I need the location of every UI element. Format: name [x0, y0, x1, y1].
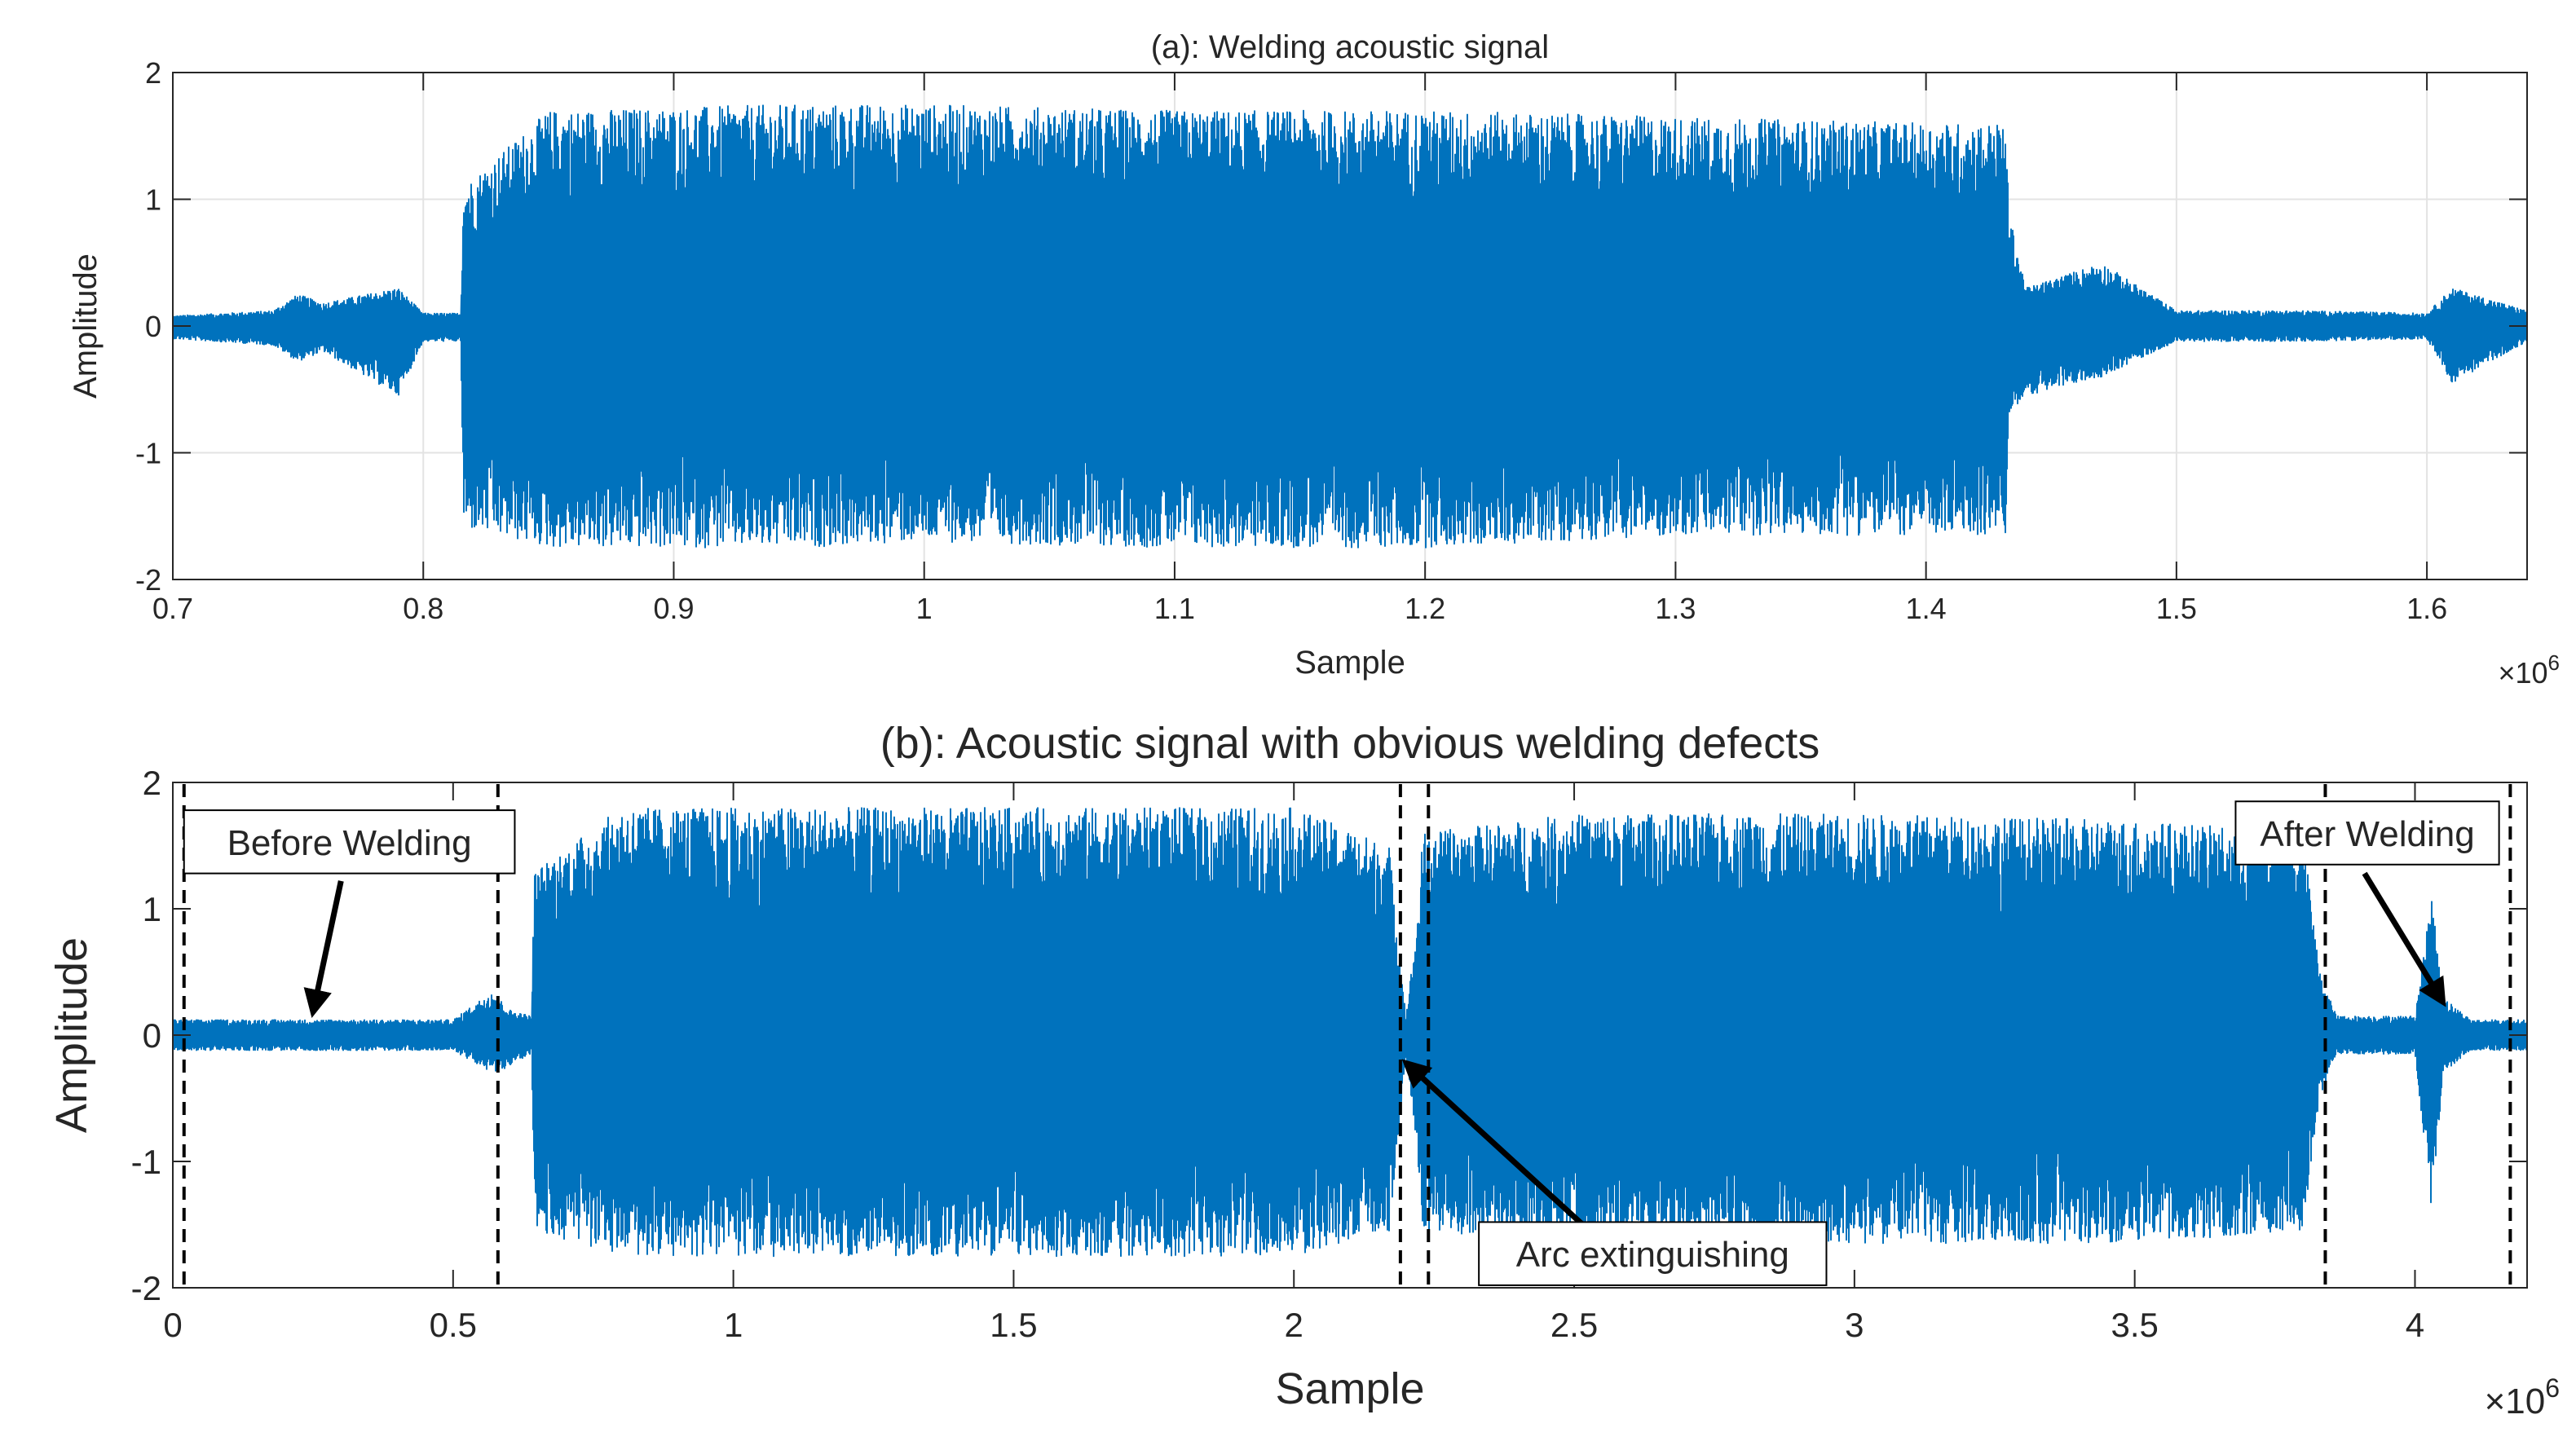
- annotation-box: [183, 809, 516, 875]
- x-tick-label: 3.5: [2111, 1306, 2158, 1344]
- panel-a-y-axis-label: Amplitude: [68, 253, 104, 399]
- annotation-2: After Welding: [2234, 800, 2500, 1007]
- x-tick-label: 3: [1845, 1306, 1864, 1344]
- y-tick-label: 1: [143, 890, 161, 928]
- x-tick-label: 0.9: [653, 592, 694, 625]
- x-tick-label: 1: [724, 1306, 743, 1344]
- x-tick-label: 0.8: [403, 592, 443, 625]
- y-tick-label: 0: [145, 310, 161, 343]
- panel-a-x-exponent: ×106: [2498, 650, 2560, 690]
- panel-b-annotations: Before Welding Arc extinguishing After Wel…: [183, 800, 2500, 1286]
- panel-a-x-exponent-power: 6: [2548, 650, 2560, 675]
- y-tick-label: -2: [131, 1269, 161, 1307]
- panel-a-signal-trace: [172, 104, 2528, 549]
- panel-a-x-ticks: 0.7 0.8 0.9 1 1.1 1.2 1.3 1.4 1.5 1.6: [152, 73, 2447, 625]
- x-tick-label: 1.4: [1906, 592, 1947, 625]
- annotation-0: Before Welding: [183, 809, 516, 1018]
- y-tick-label: 2: [145, 56, 161, 90]
- panel-b-y-ticks: -2 -1 0 1 2: [131, 764, 2527, 1307]
- x-tick-label: 4: [2406, 1306, 2424, 1344]
- x-tick-label: 0.7: [152, 592, 193, 625]
- panel-b-title: (b): Acoustic signal with obvious weldin…: [880, 719, 1820, 768]
- panel-a-y-ticks: -2 -1 0 1 2: [135, 56, 2527, 597]
- y-tick-label: -1: [131, 1143, 161, 1181]
- annotation-1: Arc extinguishing: [1401, 1059, 1828, 1286]
- annotation-label: Before Welding: [227, 823, 472, 863]
- x-tick-label: 1.1: [1154, 592, 1195, 625]
- x-tick-label: 2: [1285, 1306, 1303, 1344]
- panel-b-x-ticks: 0 0.5 1 1.5 2 2.5 3 3.5 4: [163, 782, 2424, 1344]
- x-tick-label: 1.5: [990, 1306, 1037, 1344]
- panel-a-title: (a): Welding acoustic signal: [1151, 29, 1549, 65]
- annotation-arrow: [303, 880, 344, 1018]
- annotation-arrow: [1401, 1059, 1588, 1230]
- y-tick-label: 2: [143, 764, 161, 802]
- panel-a-x-axis-label: Sample: [1295, 645, 1405, 681]
- x-tick-label: 1.6: [2406, 592, 2447, 625]
- y-tick-label: -2: [135, 563, 161, 597]
- x-tick-label: 1: [916, 592, 933, 625]
- x-tick-label: 1.5: [2156, 592, 2197, 625]
- panel-a-welding-acoustic-signal: 0.7 0.8 0.9 1 1.1 1.2 1.3 1.4 1.5 1.6 -2 -1 0 1 2 (a)…: [68, 29, 2560, 690]
- panel-b-acoustic-signal-with-defects: 0 0.5 1 1.5 2 2.5 3 3.5 4 -2 -1 0 1 2 Before Welding…: [47, 719, 2560, 1421]
- x-tick-label: 0.5: [430, 1306, 477, 1344]
- panel-b-y-axis-label: Amplitude: [47, 937, 96, 1133]
- annotation-label: After Welding: [2260, 814, 2474, 854]
- panel-b-x-exponent-power: 6: [2545, 1373, 2560, 1403]
- y-tick-label: -1: [135, 436, 161, 469]
- panel-b-x-exponent: ×106: [2485, 1373, 2560, 1421]
- x-tick-label: 1.2: [1405, 592, 1445, 625]
- panel-a-x-exponent-base: ×10: [2498, 656, 2547, 690]
- y-tick-label: 1: [145, 183, 161, 216]
- y-tick-label: 0: [143, 1016, 161, 1055]
- x-tick-label: 2.5: [1550, 1306, 1598, 1344]
- annotation-label: Arc extinguishing: [1516, 1235, 1789, 1275]
- x-tick-label: 0: [163, 1306, 182, 1344]
- annotation-box: [2234, 800, 2500, 866]
- annotation-box: [1478, 1221, 1828, 1286]
- panel-b-x-axis-label: Sample: [1275, 1364, 1424, 1413]
- panel-b-x-exponent-base: ×10: [2485, 1382, 2546, 1421]
- x-tick-label: 1.3: [1655, 592, 1696, 625]
- annotation-arrow: [2362, 871, 2446, 1007]
- panel-b-signal-trace: [172, 807, 2528, 1258]
